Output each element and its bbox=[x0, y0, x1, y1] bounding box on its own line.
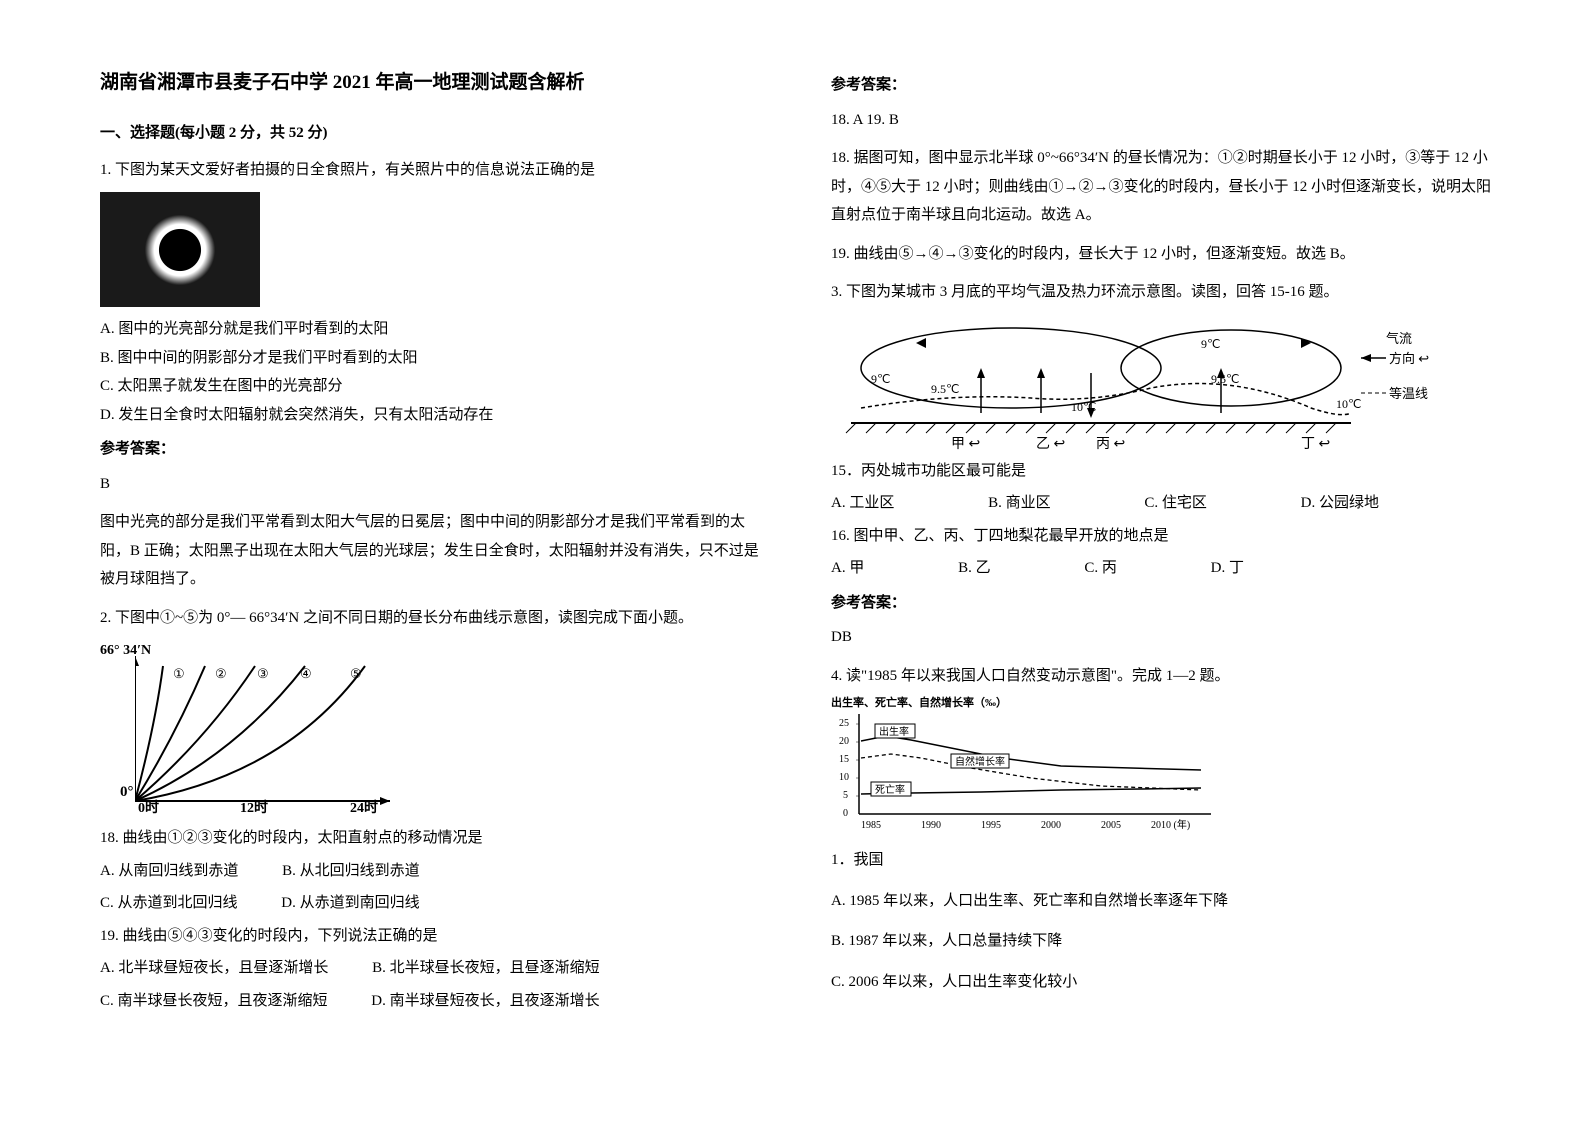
q2-19-stem: 19. 曲线由⑤④③变化的时段内，下列说法正确的是 bbox=[100, 922, 771, 951]
svg-text:①: ① bbox=[173, 666, 185, 681]
svg-text:1990: 1990 bbox=[921, 820, 941, 831]
q2-18-stem: 18. 曲线由①②③变化的时段内，太阳直射点的移动情况是 bbox=[100, 824, 771, 853]
q1-answer: B bbox=[100, 470, 771, 499]
q1-stem: 1. 下图为某天文爱好者拍摄的日全食照片，有关照片中的信息说法正确的是 bbox=[100, 156, 771, 185]
q2-answer-head: 参考答案： bbox=[831, 71, 1502, 100]
q3-16-d: D. 丁 bbox=[1211, 554, 1244, 583]
q2-answer-line: 18. A 19. B bbox=[831, 106, 1502, 135]
q1-answer-head: 参考答案： bbox=[100, 435, 771, 464]
q3-16-stem: 16. 图中甲、乙、丙、丁四地梨花最早开放的地点是 bbox=[831, 522, 1502, 551]
q2-19-a: A. 北半球昼短夜长，且昼逐渐增长 bbox=[100, 954, 328, 983]
svg-text:死亡率: 死亡率 bbox=[875, 783, 905, 796]
svg-text:2000: 2000 bbox=[1041, 820, 1061, 831]
svg-text:③: ③ bbox=[257, 666, 269, 681]
svg-text:2005: 2005 bbox=[1101, 820, 1121, 831]
q3-15-c: C. 住宅区 bbox=[1144, 489, 1207, 518]
svg-text:方向 ↩: 方向 ↩ bbox=[1389, 351, 1429, 366]
q3-answer-head: 参考答案： bbox=[831, 589, 1502, 618]
exam-title: 湖南省湘潭市县麦子石中学 2021 年高一地理测试题含解析 bbox=[100, 65, 771, 101]
q2-18-d: D. 从赤道到南回归线 bbox=[281, 889, 419, 918]
q2-stem: 2. 下图中①~⑤为 0°— 66°34′N 之间不同日期的昼长分布曲线示意图，… bbox=[100, 604, 771, 633]
q2-19-c: C. 南半球昼长夜短，且夜逐渐缩短 bbox=[100, 987, 328, 1016]
q2-19-b: B. 北半球昼长夜短，且昼逐渐缩短 bbox=[372, 954, 600, 983]
svg-text:丁 ↩: 丁 ↩ bbox=[1301, 437, 1330, 452]
q2-18-b: B. 从北回归线到赤道 bbox=[282, 857, 420, 886]
svg-text:等温线: 等温线 bbox=[1389, 386, 1428, 401]
q2-18-options: A. 从南回归线到赤道 B. 从北回归线到赤道 bbox=[100, 857, 771, 886]
q2-19-options-2: C. 南半球昼长夜短，且夜逐渐缩短 D. 南半球昼短夜长，且夜逐渐增长 bbox=[100, 987, 771, 1016]
svg-text:10℃: 10℃ bbox=[1336, 397, 1361, 411]
q2-18-options-2: C. 从赤道到北回归线 D. 从赤道到南回归线 bbox=[100, 889, 771, 918]
svg-text:出生率、死亡率、自然增长率（‰）: 出生率、死亡率、自然增长率（‰） bbox=[831, 696, 1007, 709]
svg-text:甲 ↩: 甲 ↩ bbox=[951, 437, 980, 452]
q2-18-a: A. 从南回归线到赤道 bbox=[100, 857, 238, 886]
svg-text:9.5℃: 9.5℃ bbox=[1211, 372, 1239, 386]
q1-opt-a: A. 图中的光亮部分就是我们平时看到的太阳 bbox=[100, 315, 771, 344]
q2-19-d: D. 南半球昼短夜长，且夜逐渐增长 bbox=[371, 987, 599, 1016]
q4-figure-population: 出生率、死亡率、自然增长率（‰） 0 5 10 15 20 25 1985 1990 1… bbox=[831, 696, 1231, 836]
svg-text:自然增长率: 自然增长率 bbox=[955, 755, 1005, 768]
svg-text:9.5℃: 9.5℃ bbox=[931, 382, 959, 396]
q3-figure-thermal: 9℃ 9.5℃ 9℃ 9.5℃ 10℃ 10℃ 甲 ↩ 乙 ↩ 丙 ↩ 丁 ↩ … bbox=[831, 313, 1451, 453]
svg-text:丙 ↩: 丙 ↩ bbox=[1096, 437, 1125, 452]
q3-16-b: B. 乙 bbox=[958, 554, 991, 583]
q4-opt-b: B. 1987 年以来，人口总量持续下降 bbox=[831, 927, 1502, 956]
q2-19-explanation: 19. 曲线由⑤→④→③变化的时段内，昼长大于 12 小时，但逐渐变短。故选 B… bbox=[831, 240, 1502, 269]
q2-18-explanation: 18. 据图可知，图中显示北半球 0°~66°34′N 的昼长情况为：①②时期昼… bbox=[831, 144, 1502, 230]
q2-figure-daylength: 66° 34′N ① ② ③ ④ ⑤ 0° 0时 12时 24时 bbox=[100, 638, 400, 818]
q4-sub1: 1．我国 bbox=[831, 846, 1502, 875]
q1-figure-eclipse bbox=[100, 192, 771, 307]
q3-stem: 3. 下图为某城市 3 月底的平均气温及热力环流示意图。读图，回答 15-16 … bbox=[831, 278, 1502, 307]
q1-opt-b: B. 图中中间的阴影部分才是我们平时看到的太阳 bbox=[100, 344, 771, 373]
svg-text:25: 25 bbox=[839, 718, 849, 729]
q4-opt-a: A. 1985 年以来，人口出生率、死亡率和自然增长率逐年下降 bbox=[831, 887, 1502, 916]
q3-15-options: A. 工业区 B. 商业区 C. 住宅区 D. 公园绿地 bbox=[831, 489, 1502, 518]
q2-x0: 0时 bbox=[138, 796, 159, 823]
svg-text:15: 15 bbox=[839, 754, 849, 765]
q2-19-options: A. 北半球昼短夜长，且昼逐渐增长 B. 北半球昼长夜短，且昼逐渐缩短 bbox=[100, 954, 771, 983]
q1-options: A. 图中的光亮部分就是我们平时看到的太阳 B. 图中中间的阴影部分才是我们平时… bbox=[100, 315, 771, 429]
q3-15-a: A. 工业区 bbox=[831, 489, 894, 518]
svg-text:⑤: ⑤ bbox=[350, 666, 362, 681]
right-column: 参考答案： 18. A 19. B 18. 据图可知，图中显示北半球 0°~66… bbox=[831, 65, 1502, 1082]
q3-15-stem: 15．丙处城市功能区最可能是 bbox=[831, 457, 1502, 486]
q3-answer: DB bbox=[831, 623, 1502, 652]
q2-x2: 24时 bbox=[350, 796, 378, 823]
q3-16-a: A. 甲 bbox=[831, 554, 864, 583]
svg-text:1995: 1995 bbox=[981, 820, 1001, 831]
svg-text:1985: 1985 bbox=[861, 820, 881, 831]
q4-opt-c: C. 2006 年以来，人口出生率变化较小 bbox=[831, 968, 1502, 997]
svg-text:气流: 气流 bbox=[1386, 331, 1412, 346]
q2-18-c: C. 从赤道到北回归线 bbox=[100, 889, 238, 918]
section-1-head: 一、选择题(每小题 2 分，共 52 分) bbox=[100, 119, 771, 148]
q1-explanation: 图中光亮的部分是我们平常看到太阳大气层的日冕层；图中中间的阴影部分才是我们平常看… bbox=[100, 508, 771, 594]
svg-text:10: 10 bbox=[839, 772, 849, 783]
svg-text:10℃: 10℃ bbox=[1071, 400, 1096, 414]
svg-text:2010 (年): 2010 (年) bbox=[1151, 818, 1190, 831]
q1-opt-d: D. 发生日全食时太阳辐射就会突然消失，只有太阳活动存在 bbox=[100, 401, 771, 430]
svg-text:9℃: 9℃ bbox=[871, 372, 890, 386]
svg-text:9℃: 9℃ bbox=[1201, 337, 1220, 351]
q3-16-options: A. 甲 B. 乙 C. 丙 D. 丁 bbox=[831, 554, 1502, 583]
svg-text:②: ② bbox=[215, 666, 227, 681]
svg-text:乙 ↩: 乙 ↩ bbox=[1036, 436, 1065, 452]
q2-origin: 0° bbox=[120, 778, 134, 807]
q3-15-b: B. 商业区 bbox=[988, 489, 1051, 518]
svg-text:0: 0 bbox=[843, 808, 848, 819]
q3-16-c: C. 丙 bbox=[1084, 554, 1117, 583]
q4-stem: 4. 读"1985 年以来我国人口自然变动示意图"。完成 1—2 题。 bbox=[831, 662, 1502, 691]
svg-text:④: ④ bbox=[300, 666, 312, 681]
svg-text:20: 20 bbox=[839, 736, 849, 747]
svg-text:出生率: 出生率 bbox=[879, 725, 909, 738]
svg-text:5: 5 bbox=[843, 790, 848, 801]
q3-15-d: D. 公园绿地 bbox=[1301, 489, 1379, 518]
q2-x1: 12时 bbox=[240, 796, 268, 823]
q1-opt-c: C. 太阳黑子就发生在图中的光亮部分 bbox=[100, 372, 771, 401]
left-column: 湖南省湘潭市县麦子石中学 2021 年高一地理测试题含解析 一、选择题(每小题 … bbox=[100, 65, 771, 1082]
